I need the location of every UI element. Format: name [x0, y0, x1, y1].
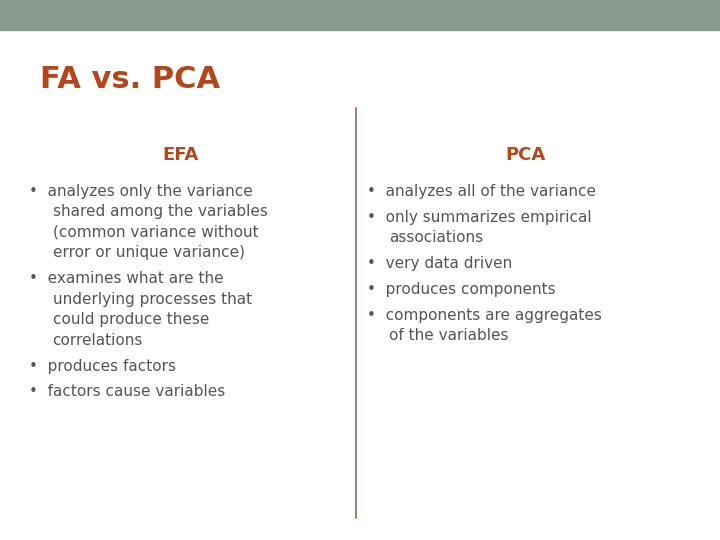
Text: error or unique variance): error or unique variance) [53, 245, 245, 260]
Text: EFA: EFA [162, 146, 198, 164]
Text: FA vs. PCA: FA vs. PCA [40, 65, 220, 94]
Text: •  produces components: • produces components [367, 282, 556, 297]
Text: •  produces factors: • produces factors [29, 359, 176, 374]
Text: underlying processes that: underlying processes that [53, 292, 252, 307]
Text: PCA: PCA [505, 146, 546, 164]
Text: •  very data driven: • very data driven [367, 256, 513, 271]
Text: of the variables: of the variables [389, 328, 508, 343]
Text: correlations: correlations [53, 333, 143, 348]
Text: associations: associations [389, 230, 483, 245]
Text: •  analyzes all of the variance: • analyzes all of the variance [367, 184, 596, 199]
Text: shared among the variables: shared among the variables [53, 204, 267, 219]
Text: •  components are aggregates: • components are aggregates [367, 308, 602, 323]
Text: •  analyzes only the variance: • analyzes only the variance [29, 184, 253, 199]
Text: •  factors cause variables: • factors cause variables [29, 384, 225, 400]
Text: •  examines what are the: • examines what are the [29, 271, 223, 286]
Text: could produce these: could produce these [53, 312, 209, 327]
Text: •  only summarizes empirical: • only summarizes empirical [367, 210, 592, 225]
Text: (common variance without: (common variance without [53, 225, 258, 240]
